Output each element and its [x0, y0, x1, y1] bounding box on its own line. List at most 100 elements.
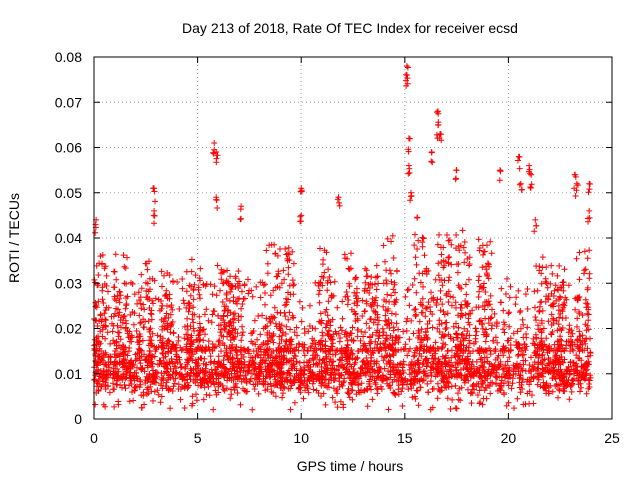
data-point	[336, 375, 342, 381]
data-point	[328, 336, 335, 343]
data-point	[297, 389, 304, 396]
data-point-outlier	[531, 228, 538, 235]
data-point	[158, 360, 165, 367]
data-point	[221, 319, 228, 326]
data-point	[345, 371, 351, 378]
data-point	[325, 367, 331, 374]
data-point	[480, 284, 487, 291]
data-point	[113, 338, 120, 345]
data-point	[167, 311, 174, 318]
data-point	[405, 286, 412, 293]
data-point	[150, 397, 156, 404]
data-point	[446, 237, 453, 244]
tick-labels: 0 5 10 15 20 25 0 0.01 0.02 0.03 0.04 0.05 0.06 0.07 0…	[55, 49, 620, 446]
data-point	[413, 261, 420, 268]
data-point	[432, 347, 439, 354]
data-point	[196, 337, 203, 344]
data-point	[586, 384, 593, 390]
data-point	[245, 290, 252, 297]
data-point	[448, 302, 455, 309]
data-point	[576, 344, 583, 351]
data-point	[278, 336, 285, 343]
data-point	[187, 365, 194, 372]
data-point	[202, 368, 209, 375]
data-point	[375, 317, 382, 324]
data-point	[462, 249, 469, 256]
data-point	[175, 334, 182, 340]
data-point	[138, 285, 145, 292]
data-point	[465, 315, 472, 322]
data-point	[191, 328, 198, 334]
data-point-outlier	[213, 197, 220, 204]
data-point	[339, 315, 346, 322]
data-point	[278, 378, 285, 385]
data-point	[348, 306, 355, 313]
data-point-outlier	[528, 171, 535, 178]
data-point	[568, 388, 575, 395]
data-point	[504, 358, 511, 365]
data-point	[528, 354, 534, 361]
data-point	[201, 311, 208, 318]
data-point	[422, 357, 429, 364]
data-point	[200, 326, 207, 333]
data-point	[150, 300, 156, 307]
data-point	[445, 237, 452, 244]
data-point	[579, 312, 586, 319]
data-point	[430, 358, 437, 365]
data-point	[238, 351, 245, 358]
data-point	[567, 342, 573, 348]
data-point	[248, 330, 255, 337]
data-point	[290, 355, 297, 362]
data-point	[361, 388, 368, 395]
data-point	[414, 214, 421, 221]
data-point	[522, 291, 529, 298]
data-point	[240, 367, 247, 374]
data-point	[338, 327, 345, 334]
data-point	[227, 319, 234, 326]
data-point	[111, 284, 118, 291]
data-point	[361, 287, 368, 294]
data-point-outlier	[433, 131, 440, 138]
data-point	[271, 373, 278, 380]
data-point	[540, 325, 547, 332]
data-point	[480, 251, 486, 258]
data-point	[286, 341, 293, 348]
data-point	[468, 400, 475, 407]
data-point	[566, 326, 573, 333]
data-point	[284, 370, 291, 376]
data-point	[111, 351, 118, 358]
data-point	[99, 357, 106, 364]
data-point	[102, 335, 109, 342]
data-point	[358, 328, 365, 335]
data-point	[539, 352, 545, 359]
data-point	[312, 325, 319, 332]
data-point	[472, 325, 479, 332]
data-point	[524, 376, 531, 383]
data-point	[354, 326, 361, 333]
data-point	[384, 235, 391, 242]
data-point	[453, 320, 459, 327]
data-point	[143, 391, 150, 398]
data-point	[147, 310, 154, 317]
data-point	[281, 276, 288, 283]
data-point	[352, 293, 359, 299]
data-point	[135, 289, 142, 296]
data-point	[524, 306, 531, 312]
data-point	[164, 326, 171, 333]
data-point	[251, 386, 258, 392]
data-point	[137, 377, 144, 383]
data-point	[424, 325, 431, 332]
data-point	[179, 285, 186, 292]
data-point	[249, 406, 256, 413]
data-point	[188, 256, 195, 263]
data-point	[526, 388, 533, 395]
data-point	[236, 375, 243, 382]
data-point	[99, 316, 106, 323]
data-point	[110, 380, 116, 387]
data-point	[389, 232, 396, 239]
data-point	[409, 394, 416, 401]
data-point	[452, 405, 459, 411]
data-point	[322, 324, 329, 331]
data-point-outlier	[429, 159, 436, 166]
data-point	[92, 303, 99, 310]
